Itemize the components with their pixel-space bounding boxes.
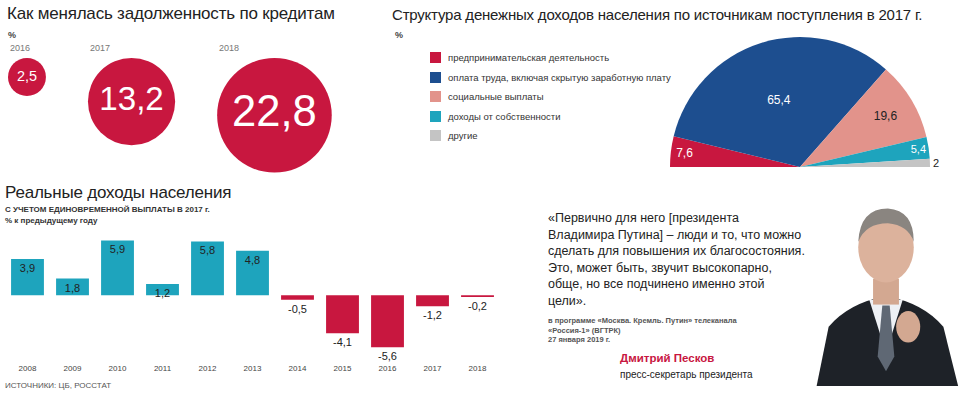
svg-text:-4,1: -4,1 [333, 336, 352, 348]
html-text:Как менялась задолженность по: Как менялась задолженность по кредитам [7, 4, 335, 23]
html-text:Дмитрий Песков: Дмитрий Песков [620, 352, 715, 364]
svg-text:-0,2: -0,2 [468, 300, 487, 312]
html-text:оплата труда, включая скрытую: оплата труда, включая скрытую заработную… [448, 71, 671, 83]
html-text:«Первично для него [президента: «Первично для него [президента Владимира… [548, 211, 805, 308]
svg-text:5,9: 5,9 [110, 243, 125, 255]
html-text:% к предыдущему году: % к предыдущему году [5, 216, 98, 225]
html-text:доходы от собственности: доходы от собственности [448, 110, 561, 122]
html-text:27 января 2019 г.: 27 января 2019 г. [548, 335, 611, 344]
svg-text:2016: 2016 [10, 43, 30, 53]
svg-text:1,2: 1,2 [155, 287, 170, 299]
svg-text:1,8: 1,8 [65, 282, 80, 294]
svg-text:2016: 2016 [379, 364, 397, 373]
html-text:предпринимательская деятельнос: предпринимательская деятельность [448, 52, 610, 63]
html-text:в программе «Москва. Кремль. П: в программе «Москва. Кремль. Путин» теле… [548, 316, 737, 325]
svg-text:5,8: 5,8 [200, 244, 215, 256]
svg-text:2012: 2012 [199, 364, 217, 373]
svg-text:65,4: 65,4 [767, 93, 791, 107]
svg-text:-5,6: -5,6 [378, 350, 397, 362]
html-text:социальные выплаты: социальные выплаты [448, 91, 544, 102]
html-text:пресс-секретарь президента: пресс-секретарь президента [620, 369, 753, 380]
svg-text:2009: 2009 [64, 364, 82, 373]
svg-text:2017: 2017 [90, 43, 110, 53]
svg-text:5,4: 5,4 [911, 143, 926, 155]
svg-text:19,6: 19,6 [874, 109, 898, 123]
svg-text:2014: 2014 [289, 364, 307, 373]
svg-text:22,8: 22,8 [232, 87, 317, 135]
svg-text:7,6: 7,6 [676, 146, 693, 160]
svg-text:2013: 2013 [244, 364, 262, 373]
svg-text:2018: 2018 [469, 364, 487, 373]
html-text:С УЧЕТОМ ЕДИНОВРЕМЕННОЙ ВЫПЛАТ: С УЧЕТОМ ЕДИНОВРЕМЕННОЙ ВЫПЛАТЫ В 2017 г… [5, 205, 210, 214]
svg-text:-0,5: -0,5 [288, 303, 307, 315]
svg-text:2,5: 2,5 [17, 68, 37, 84]
svg-text:2011: 2011 [154, 364, 172, 373]
svg-text:2010: 2010 [109, 364, 127, 373]
svg-text:2008: 2008 [19, 364, 37, 373]
html-text:ИСТОЧНИКИ: ЦБ, РОССТАТ: ИСТОЧНИКИ: ЦБ, РОССТАТ [5, 381, 112, 390]
svg-text:4,8: 4,8 [245, 254, 260, 266]
html-text:Реальные доходы населения: Реальные доходы населения [5, 183, 232, 202]
svg-text:-1,2: -1,2 [423, 309, 442, 321]
html-text:«Россия-1» (ВГТРК): «Россия-1» (ВГТРК) [548, 325, 621, 335]
svg-text:3,9: 3,9 [20, 262, 35, 274]
svg-text:2017: 2017 [424, 364, 442, 373]
svg-text:13,2: 13,2 [99, 80, 163, 117]
svg-text:2: 2 [933, 157, 939, 169]
svg-text:2018: 2018 [219, 43, 239, 53]
html-text:Структура денежных доходов нас: Структура денежных доходов населения по … [392, 6, 923, 23]
svg-text:2015: 2015 [334, 364, 352, 373]
html-text:другие: другие [448, 130, 478, 141]
